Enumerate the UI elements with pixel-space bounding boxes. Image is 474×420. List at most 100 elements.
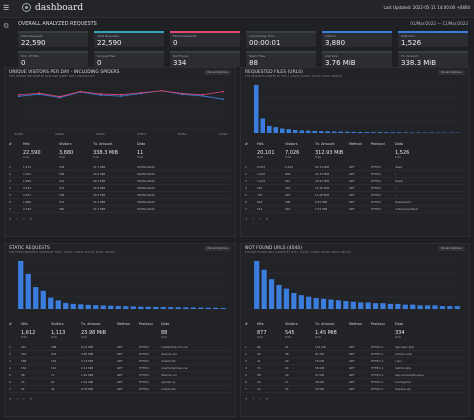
bar[interactable] <box>145 306 151 309</box>
bar[interactable] <box>432 305 438 309</box>
data-point[interactable] <box>18 95 20 98</box>
column-header[interactable]: Visitors <box>285 322 298 326</box>
table-row[interactable]: 4 2,233 372 32.8 MiB 04/Mar/2022 <box>9 186 231 192</box>
bar[interactable] <box>403 132 409 133</box>
table-row[interactable]: 3 1,895 321 29.3 MiB 03/Mar/2022 <box>9 179 231 185</box>
bar[interactable] <box>318 131 324 133</box>
bar[interactable] <box>160 307 166 309</box>
bar[interactable] <box>291 293 297 309</box>
bar[interactable] <box>325 131 331 133</box>
bar[interactable] <box>380 303 386 309</box>
data-point[interactable] <box>58 95 61 98</box>
table-row[interactable]: 5 2,047 348 30.5 MiB 05/Mar/2022 <box>9 193 231 199</box>
data-point[interactable] <box>18 93 20 96</box>
table-row[interactable]: 3 1,203 512 18.22 MiB GET HTTP/2/feed/ <box>245 179 465 185</box>
data-point[interactable] <box>120 93 122 96</box>
column-header[interactable]: Tx. Amount <box>81 322 101 326</box>
hamburger-icon[interactable]: ☰ <box>3 4 10 12</box>
bar[interactable] <box>85 304 91 309</box>
panel-options-button[interactable]: Panel Options <box>204 70 231 76</box>
bar[interactable] <box>78 304 84 309</box>
bar[interactable] <box>138 306 144 309</box>
gear-icon[interactable]: ⚙ <box>3 22 10 30</box>
pager-prev-button[interactable]: ‹ <box>252 396 255 401</box>
column-header[interactable]: Visitors <box>51 322 64 326</box>
bar[interactable] <box>447 306 453 309</box>
table-row[interactable]: 5 98 77 1.40 MiB GET HTTP/2/favicon.ico <box>9 373 231 379</box>
table-row[interactable]: 7 2,154 360 32.1 MiB 07/Mar/2022 <box>9 207 231 213</box>
bar[interactable] <box>417 305 423 309</box>
table-row[interactable]: 6 642 298 9.87 MiB GET HTTP/2/feed/atom/ <box>245 200 465 206</box>
data-point[interactable] <box>222 90 224 93</box>
bar[interactable] <box>100 305 106 309</box>
data-point[interactable] <box>38 92 41 95</box>
bar[interactable] <box>213 307 219 309</box>
bar[interactable] <box>266 125 272 133</box>
column-header[interactable]: Protocol <box>371 322 385 326</box>
column-header[interactable]: Tx. Amount <box>315 322 335 326</box>
column-header[interactable]: Data <box>137 142 146 146</box>
bar[interactable] <box>424 305 431 309</box>
bar[interactable] <box>268 279 275 309</box>
column-header[interactable]: # <box>9 322 12 326</box>
table-row[interactable]: 1 66 41 112 KiB GET HTTP/1.1/wp-login.php <box>245 345 465 351</box>
bar[interactable] <box>279 128 285 133</box>
bar[interactable] <box>387 303 394 309</box>
bar[interactable] <box>115 305 121 309</box>
bar[interactable] <box>25 273 31 309</box>
column-header[interactable]: Hits <box>257 142 264 146</box>
data-point[interactable] <box>99 93 102 95</box>
column-header[interactable]: Method <box>349 142 362 146</box>
table-row[interactable]: 1 1,974 339 31.7 MiB 01/Mar/2022 <box>9 165 231 171</box>
bar[interactable] <box>364 132 370 133</box>
bar[interactable] <box>390 132 396 133</box>
bar[interactable] <box>254 261 260 309</box>
bar[interactable] <box>370 132 376 133</box>
pager-next-button[interactable]: › <box>259 216 261 221</box>
bar[interactable] <box>286 129 292 133</box>
panel-options-button[interactable]: Panel Options <box>204 246 231 252</box>
pager-prev-button[interactable]: ‹ <box>252 216 255 221</box>
column-header[interactable]: Data <box>161 322 170 326</box>
bar[interactable] <box>331 131 337 133</box>
bar[interactable] <box>320 298 327 309</box>
pager-first-button[interactable]: « <box>245 396 248 401</box>
bar[interactable] <box>33 287 39 309</box>
table-row[interactable]: 2 2,450 839 41.33 MiB GET HTTP/2 / <box>245 172 465 178</box>
data-point[interactable] <box>222 98 224 101</box>
bar[interactable] <box>273 127 279 133</box>
column-header[interactable]: Data <box>395 142 404 146</box>
column-header[interactable]: Tx. Amount <box>315 142 335 146</box>
bar[interactable] <box>260 118 266 133</box>
bar[interactable] <box>395 303 401 309</box>
table-row[interactable]: 2 54 38 91 KiB GET HTTP/1.1/xmlrpc.php <box>245 352 465 358</box>
bar[interactable] <box>410 304 416 309</box>
pager-prev-button[interactable]: ‹ <box>16 396 19 401</box>
pager-first-button[interactable]: « <box>9 396 12 401</box>
column-header[interactable]: Protocol <box>139 322 153 326</box>
bar[interactable] <box>108 305 114 309</box>
column-header[interactable]: # <box>9 142 12 146</box>
bar[interactable] <box>365 302 371 309</box>
column-header[interactable]: Hits <box>257 322 264 326</box>
table-row[interactable]: 6 74 61 1.02 MiB GET HTTP/2/js/main.js <box>9 380 231 386</box>
bar[interactable] <box>313 298 319 309</box>
bar[interactable] <box>298 295 304 309</box>
bar[interactable] <box>357 131 363 133</box>
column-header[interactable]: Method <box>117 322 130 326</box>
bar[interactable] <box>123 306 129 309</box>
bar[interactable] <box>205 307 211 309</box>
bar[interactable] <box>335 300 342 309</box>
table-row[interactable]: 3 188 142 2.73 MiB GET HTTP/2/robots.txt <box>9 359 231 365</box>
bar[interactable] <box>439 306 446 309</box>
bar[interactable] <box>416 132 422 133</box>
bar[interactable] <box>351 131 357 133</box>
bar[interactable] <box>328 299 334 309</box>
bar[interactable] <box>305 130 311 133</box>
column-header[interactable]: Protocol <box>371 142 385 146</box>
bar[interactable] <box>55 300 61 309</box>
bar[interactable] <box>312 130 318 133</box>
pager-first-button[interactable]: « <box>9 216 12 221</box>
bar[interactable] <box>63 302 69 309</box>
pager-prev-button[interactable]: ‹ <box>16 216 19 221</box>
